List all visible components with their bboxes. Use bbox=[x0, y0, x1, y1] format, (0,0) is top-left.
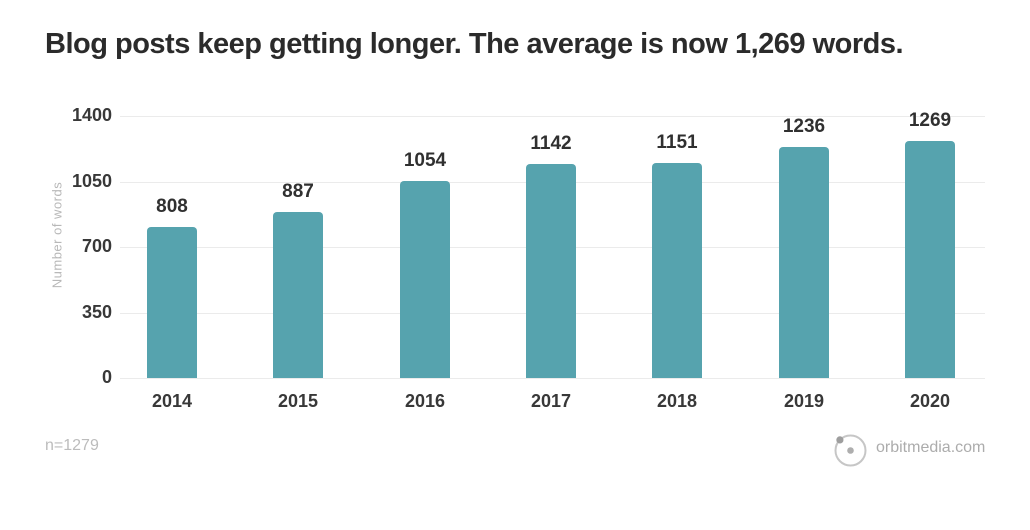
bar-value-2014: 808 bbox=[156, 196, 188, 217]
y-tick-label-1050: 1050 bbox=[71, 171, 112, 191]
y-tick-label-1400: 1400 bbox=[71, 105, 112, 125]
x-tick-label-2018: 2018 bbox=[656, 391, 698, 411]
x-tick-label-2014: 2014 bbox=[151, 391, 193, 411]
bar-value-2019: 1236 bbox=[782, 116, 826, 137]
x-tick-label-2020: 2020 bbox=[909, 391, 951, 411]
y-tick-label-350: 350 bbox=[81, 302, 112, 322]
bar-2015 bbox=[273, 212, 323, 378]
orbitmedia-logo-icon bbox=[832, 432, 869, 474]
bar-2014 bbox=[147, 227, 197, 378]
bar-2016 bbox=[400, 181, 450, 378]
bar-2019 bbox=[779, 147, 829, 378]
bar-value-2016: 1054 bbox=[403, 150, 447, 171]
bar-2020 bbox=[905, 141, 955, 378]
bar-2018 bbox=[652, 163, 702, 378]
bar-value-2017: 1142 bbox=[530, 133, 572, 154]
x-tick-label-2015: 2015 bbox=[277, 391, 319, 411]
sample-size-label: n=1279 bbox=[45, 437, 99, 454]
y-axis-title: Number of words bbox=[49, 181, 65, 289]
bar-2017 bbox=[526, 164, 576, 378]
y-tick-label-700: 700 bbox=[81, 236, 112, 256]
x-tick-label-2016: 2016 bbox=[404, 391, 446, 411]
y-tick-label-0: 0 bbox=[101, 367, 112, 387]
x-tick-label-2017: 2017 bbox=[530, 391, 572, 411]
brand-text: orbitmedia.com bbox=[876, 439, 986, 456]
gridline-0 bbox=[120, 378, 985, 379]
chart-title: Blog posts keep getting longer. The aver… bbox=[45, 28, 904, 60]
gridline-1400 bbox=[120, 116, 985, 117]
bar-value-2020: 1269 bbox=[908, 110, 952, 131]
bar-value-2015: 887 bbox=[282, 181, 314, 202]
x-tick-label-2019: 2019 bbox=[783, 391, 825, 411]
bar-value-2018: 1151 bbox=[656, 132, 698, 153]
